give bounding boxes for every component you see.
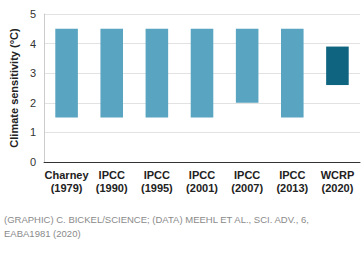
svg-text:(2020): (2020) (322, 182, 354, 194)
svg-text:1: 1 (30, 126, 36, 138)
svg-text:IPCC: IPCC (144, 169, 170, 181)
svg-text:(1995): (1995) (141, 182, 173, 194)
svg-text:(2013): (2013) (276, 182, 308, 194)
svg-text:IPCC: IPCC (99, 169, 125, 181)
svg-text:Charney: Charney (45, 169, 90, 181)
svg-text:(GRAPHIC) C. BICKEL/SCIENCE; (: (GRAPHIC) C. BICKEL/SCIENCE; (DATA) MEEH… (4, 214, 309, 225)
svg-text:(1990): (1990) (96, 182, 128, 194)
svg-text:(2001): (2001) (186, 182, 218, 194)
svg-text:(1979): (1979) (51, 182, 83, 194)
svg-text:2: 2 (30, 97, 36, 109)
svg-text:0: 0 (30, 156, 36, 168)
svg-text:WCRP: WCRP (321, 169, 355, 181)
svg-text:3: 3 (30, 67, 36, 79)
svg-text:IPCC: IPCC (189, 169, 215, 181)
svg-text:5: 5 (30, 8, 36, 20)
svg-text:Climate sensitivity (°C): Climate sensitivity (°C) (8, 28, 20, 148)
svg-text:IPCC: IPCC (234, 169, 260, 181)
svg-text:EABA1981 (2020): EABA1981 (2020) (4, 228, 81, 239)
svg-text:(2007): (2007) (231, 182, 263, 194)
svg-text:IPCC: IPCC (279, 169, 305, 181)
svg-text:4: 4 (30, 38, 36, 50)
